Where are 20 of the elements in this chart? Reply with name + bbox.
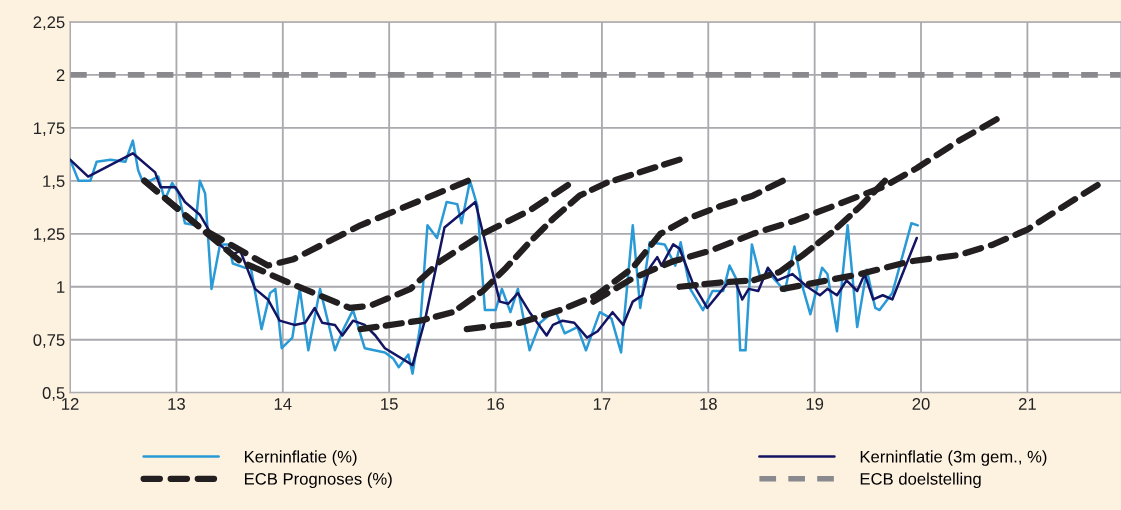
y-tick-label: 0,75 — [33, 334, 65, 348]
legend-label: Kerninflatie (3m gem., %) — [860, 450, 1047, 466]
x-tick-label: 19 — [806, 398, 824, 410]
x-tick-label: 16 — [487, 398, 505, 410]
x-tick-label: 15 — [381, 398, 398, 410]
x-tick-label: 18 — [700, 398, 717, 410]
x-tick-label: 14 — [274, 398, 292, 410]
y-tick-label: 1,25 — [34, 228, 65, 242]
x-tick-label: 21 — [1018, 398, 1036, 410]
x-tick-label: 13 — [168, 398, 185, 410]
x-tick-label: 20 — [912, 398, 930, 410]
legend-label: Kerninflatie (%) — [244, 450, 357, 466]
x-tick-label: 17 — [593, 398, 611, 410]
y-tick-label: 2,25 — [33, 16, 65, 31]
y-tick-label: 1 — [57, 281, 65, 293]
legend-label: ECB Prognoses (%) — [244, 472, 392, 489]
y-tick-label: 1,75 — [34, 122, 65, 137]
y-tick-label: 1,5 — [43, 175, 65, 189]
y-tick-label: 2 — [56, 69, 65, 81]
legend-label: ECB doelstelling — [860, 472, 981, 489]
